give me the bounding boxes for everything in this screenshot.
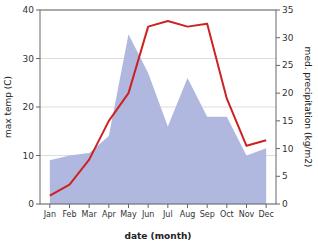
y-tick-label: 20 xyxy=(23,102,35,112)
x-tick xyxy=(187,204,188,208)
y-tick-label: 40 xyxy=(23,5,35,15)
x-tick xyxy=(148,204,149,208)
x-tick-label: Jun xyxy=(141,210,155,219)
plot-frame xyxy=(40,10,276,204)
grid-line xyxy=(40,58,276,59)
y2-tick xyxy=(276,204,280,205)
y2-tick-label: 15 xyxy=(282,116,293,126)
x-tick-label: Apr xyxy=(102,210,117,219)
y2-tick xyxy=(276,37,280,38)
y-tick-label: 10 xyxy=(23,151,35,161)
y2-tick-label: 10 xyxy=(282,144,294,154)
y2-tick-label: 20 xyxy=(282,88,294,98)
x-tick xyxy=(246,204,247,208)
y-tick-label: 30 xyxy=(23,54,35,64)
y2-tick-label: 5 xyxy=(282,171,288,181)
y2-tick xyxy=(276,176,280,177)
x-tick-label: Feb xyxy=(62,210,76,219)
x-tick-label: Jul xyxy=(162,210,173,219)
y2-tick xyxy=(276,10,280,11)
x-tick-label: Nov xyxy=(239,210,255,219)
y2-tick xyxy=(276,93,280,94)
y2-tick-label: 30 xyxy=(282,33,294,43)
x-tick xyxy=(69,204,70,208)
y-tick-label: 0 xyxy=(28,199,34,209)
y-tick xyxy=(36,155,40,156)
y2-tick-label: 25 xyxy=(282,60,293,70)
x-tick xyxy=(128,204,129,208)
x-axis-label: date (month) xyxy=(125,231,192,241)
x-tick-label: May xyxy=(120,210,137,219)
x-tick xyxy=(89,204,90,208)
x-tick-label: Mar xyxy=(82,210,98,219)
area xyxy=(50,34,266,204)
y2-tick xyxy=(276,120,280,121)
chart: 0 10 20 30 40 0 5 10 15 20 25 30 35 Jan Feb Mar AprMay Ju… xyxy=(0,0,318,247)
y2-axis-label: med. precipitation (kg/m2) xyxy=(303,47,313,168)
x-tick xyxy=(226,204,227,208)
x-tick xyxy=(207,204,208,208)
y-tick xyxy=(36,58,40,59)
x-tick xyxy=(108,204,109,208)
x-tick-label: Aug xyxy=(180,210,196,219)
x-tick-label: Jan xyxy=(43,210,56,219)
x-tick xyxy=(167,204,168,208)
y-axis-label: max temp (C) xyxy=(3,76,13,138)
x-tick xyxy=(49,204,50,208)
line xyxy=(50,21,266,196)
y-tick xyxy=(36,204,40,205)
y2-tick xyxy=(276,148,280,149)
x-tick-label: Sep xyxy=(200,210,215,219)
y-tick xyxy=(36,107,40,108)
x-tick-label: Dec xyxy=(258,210,273,219)
y2-tick xyxy=(276,65,280,66)
y2-tick-label: 0 xyxy=(282,199,288,209)
plot-area xyxy=(50,21,266,204)
x-tick-label: Oct xyxy=(220,210,234,219)
y2-tick-label: 35 xyxy=(282,5,293,15)
x-tick xyxy=(266,204,267,208)
y-tick xyxy=(36,10,40,11)
